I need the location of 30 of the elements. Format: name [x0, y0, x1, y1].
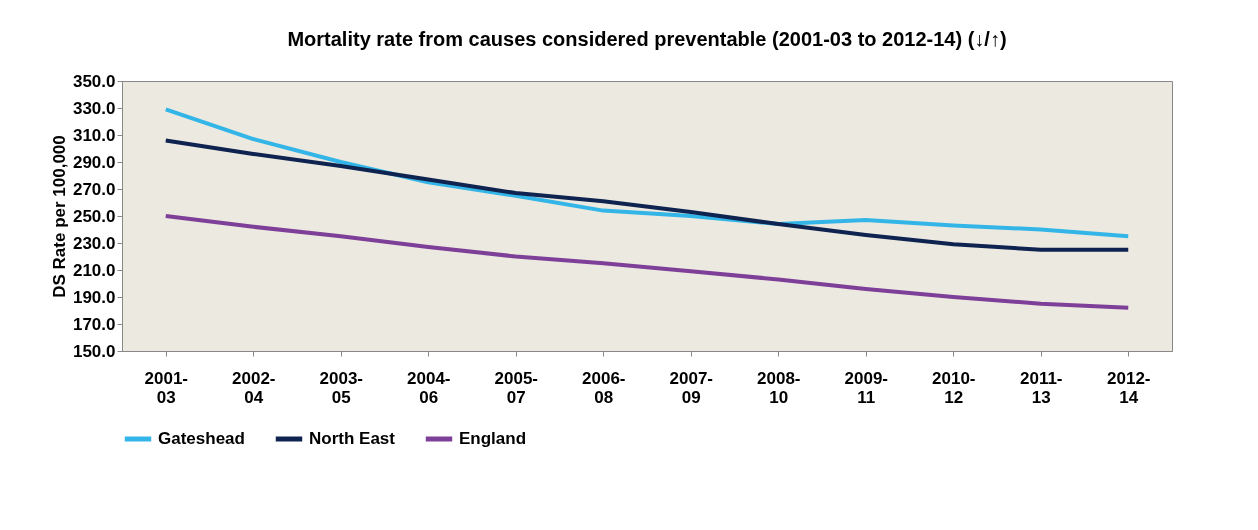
x-tick-label: 2004-06 [407, 368, 451, 407]
legend-label: North East [309, 429, 396, 448]
y-tick-label: 210.0 [72, 260, 116, 280]
y-tick-label: 270.0 [72, 179, 116, 199]
x-tick-label: 2003-05 [319, 368, 363, 407]
chart-title: Mortality rate from causes considered preventable (2001-03 to 2012-14) (↓/↑) [287, 28, 1007, 50]
y-tick-label: 250.0 [72, 206, 116, 226]
y-tick-label: 330.0 [72, 98, 116, 118]
y-axis-title: DS Rate per 100,000 [49, 135, 69, 298]
x-tick-label: 2008-10 [757, 368, 801, 407]
y-tick-label: 350.0 [72, 71, 116, 91]
legend-label: Gateshead [158, 429, 245, 448]
line-series [163, 214, 1131, 310]
y-tick-label: 310.0 [72, 125, 116, 145]
x-tick-label: 2005-07 [494, 368, 538, 407]
x-tick-label: 2002-04 [232, 368, 276, 407]
x-tick-label: 2010-12 [932, 368, 976, 407]
y-tick-label: 150.0 [72, 341, 116, 361]
legend-label: England [459, 429, 527, 448]
x-tick-label: 2012-14 [1107, 368, 1151, 407]
y-tick-label: 170.0 [72, 314, 116, 334]
y-tick-label: 190.0 [72, 287, 116, 307]
x-tick-label: 2009-11 [844, 368, 888, 407]
y-tick-label: 230.0 [72, 233, 116, 253]
y-tick-label: 290.0 [72, 152, 116, 172]
x-tick-label: 2001-03 [144, 368, 188, 407]
x-tick-label: 2007-09 [669, 368, 713, 407]
x-tick-label: 2011-13 [1019, 368, 1063, 407]
line-series [163, 138, 1131, 252]
x-tick-label: 2006-08 [582, 368, 626, 407]
